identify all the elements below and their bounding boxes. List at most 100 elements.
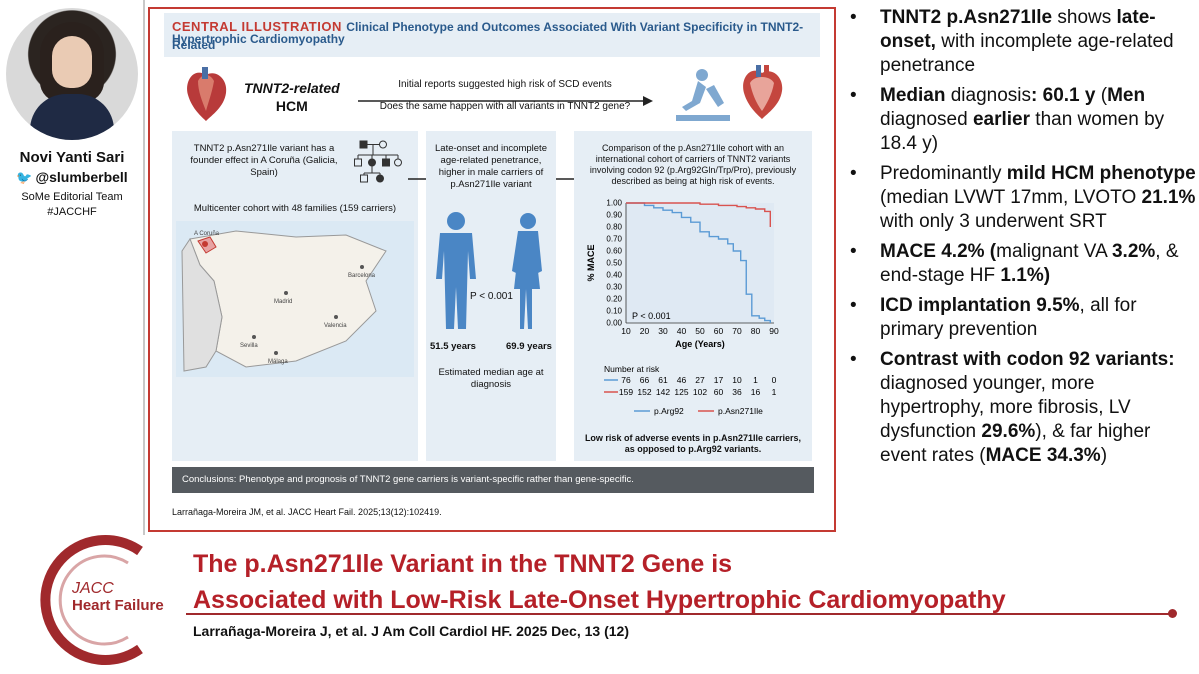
key-point-text: Contrast with codon 92 variants:	[880, 349, 1175, 370]
y-tick-label: 1.00	[606, 199, 622, 208]
x-tick-label: 30	[658, 326, 668, 336]
key-point-text: diagnosed	[880, 109, 973, 130]
key-point-text: ), & far higher event rates (	[880, 421, 1151, 466]
key-point-text: 29.6%	[981, 421, 1036, 442]
key-point-text: mild HCM phenotype	[1006, 163, 1196, 184]
illustration-label: CENTRAL ILLUSTRATION	[172, 19, 342, 34]
key-point-text: 1.1%)	[1000, 265, 1051, 286]
spain-map: A Coruña Madrid Barcelona Valencia Sevil…	[176, 221, 414, 377]
author-name: Novi Yanti Sari	[19, 149, 125, 166]
risk-count: 36	[732, 387, 742, 397]
risk-count: 60	[714, 387, 724, 397]
y-tick-label: 0.00	[606, 319, 622, 328]
map-label: Barcelona	[348, 273, 376, 279]
y-tick-label: 0.20	[606, 295, 622, 304]
y-tick-label: 0.70	[606, 235, 622, 244]
key-point-text: malignant VA	[996, 241, 1112, 262]
key-point-text: : 60.1 y	[1031, 85, 1096, 106]
x-tick-label: 90	[769, 326, 779, 336]
map-label: Madrid	[274, 299, 292, 305]
cpr-figure-icon	[676, 69, 730, 121]
risk-count: 152	[637, 387, 651, 397]
key-point-text: (	[1095, 85, 1108, 106]
comparison-panel: Comparison of the p.Asn271Ile cohort wit…	[574, 131, 812, 461]
key-point-text: diagnosed younger, more hypertrophy, mor…	[880, 373, 1131, 442]
risk-count: 17	[714, 375, 724, 385]
same-question-text: Does the same happen with all variants i…	[379, 101, 631, 112]
journal-logo-jacc: JACC	[72, 580, 114, 597]
founder-effect-text: TNNT2 p.Asn271Ile variant has a founder …	[190, 143, 338, 178]
map-label: Sevilla	[240, 343, 258, 349]
illustration-subtitle: Hypertrophic Cardiomyopathy	[172, 32, 345, 46]
y-tick-label: 0.90	[606, 211, 622, 220]
risk-count: 61	[658, 375, 668, 385]
x-tick-label: 40	[677, 326, 687, 336]
risk-count: 1	[772, 387, 777, 397]
article-title-line1: The p.Asn271Ile Variant in the TNNT2 Gen…	[193, 550, 733, 578]
legend-label-arg92: p.Arg92	[654, 406, 684, 416]
hcm-title-line2: HCM	[275, 98, 308, 114]
title-underline-dot	[1168, 609, 1177, 618]
y-tick-label: 0.60	[606, 247, 622, 256]
key-point-text: ICD implantation 9.5%	[880, 295, 1080, 316]
key-point-text: MACE 4.2% (	[880, 241, 997, 262]
key-point-text: shows	[1052, 7, 1117, 28]
y-tick-label: 0.40	[606, 271, 622, 280]
risk-count: 66	[640, 375, 650, 385]
article-citation: Larrañaga-Moreira J, et al. J Am Coll Ca…	[193, 623, 629, 639]
y-tick-label: 0.10	[606, 307, 622, 316]
key-point-text: MACE 34.3%	[985, 445, 1101, 466]
heart-anatomy-icon	[743, 65, 783, 119]
x-tick-label: 20	[640, 326, 650, 336]
founder-panel: TNNT2 p.Asn271Ile variant has a founder …	[172, 131, 418, 461]
key-point-text: , all for primary prevention	[880, 295, 1137, 340]
cohort-text: Multicenter cohort with 48 families (159…	[193, 203, 397, 214]
key-point-text: earlier	[972, 109, 1031, 130]
p-value-text: P < 0.001	[470, 291, 513, 302]
age-women-text: 69.9 years	[506, 341, 552, 352]
x-axis-label: Age (Years)	[675, 339, 725, 349]
key-point-text: diagnosis	[945, 85, 1032, 106]
avatar	[6, 8, 138, 140]
low-risk-text: Low risk of adverse events in p.Asn271Il…	[584, 433, 802, 454]
y-tick-label: 0.80	[606, 223, 622, 232]
twitter-bird-icon: 🐦	[16, 170, 33, 185]
vertical-divider	[143, 0, 145, 535]
author-hashtag: #JACCHF	[47, 206, 97, 218]
series-line-p.Asn271Ile	[626, 202, 771, 227]
x-tick-label: 80	[751, 326, 761, 336]
map-label: Málaga	[268, 359, 288, 365]
arrow-right-icon	[358, 96, 653, 106]
article-title-line2: Associated with Low-Risk Late-Onset Hype…	[193, 586, 1006, 614]
risk-count: 1	[753, 375, 758, 385]
risk-count: 76	[621, 375, 631, 385]
comparison-text: Comparison of the p.Asn271Ile cohort wit…	[589, 143, 797, 186]
key-point-item: ICD implantation 9.5%, all for primary p…	[848, 294, 1198, 342]
jacc-logo-arc-icon	[40, 535, 143, 665]
author-handle[interactable]: 🐦 @slumberbell	[0, 169, 144, 186]
male-figure-icon	[436, 212, 476, 329]
kaplan-meier-chart: 0.00 0.10 0.20 0.30 0.40 0.50 0.60 0.70 0.80 0.90…	[586, 199, 779, 350]
key-point-text: )	[1100, 445, 1108, 466]
risk-count: 0	[772, 375, 777, 385]
hcm-title: TNNT2-related HCM	[244, 79, 340, 115]
key-point-text: TNNT2 p.Asn271Ile	[880, 7, 1053, 28]
legend-label-asn271: p.Asn271Ile	[718, 406, 763, 416]
author-handle-text: @slumberbell	[35, 169, 128, 185]
risk-count: 16	[751, 387, 761, 397]
late-onset-text: Late-onset and incomplete age-related pe…	[435, 143, 547, 190]
key-point-item: Contrast with codon 92 variants: diagnos…	[848, 348, 1198, 468]
pedigree-icon	[354, 140, 402, 183]
y-tick-label: 0.30	[606, 283, 622, 292]
key-point-item: TNNT2 p.Asn271Ile shows late-onset, with…	[848, 6, 1198, 78]
key-point-text: with only 3 underwent SRT	[880, 211, 1107, 232]
x-tick-label: 70	[732, 326, 742, 336]
key-point-text: , & end-stage HF	[880, 241, 1179, 286]
key-point-text: Men	[1107, 85, 1146, 106]
y-tick-label: 0.50	[606, 259, 622, 268]
estimated-age-text: Estimated median age at diagnosis	[438, 367, 544, 390]
key-point-text: Predominantly	[880, 163, 1007, 184]
illustration-citation: Larrañaga-Moreira JM, et al. JACC Heart …	[172, 507, 442, 517]
author-profile: Novi Yanti Sari 🐦 @slumberbell SoMe Edito…	[0, 0, 144, 240]
